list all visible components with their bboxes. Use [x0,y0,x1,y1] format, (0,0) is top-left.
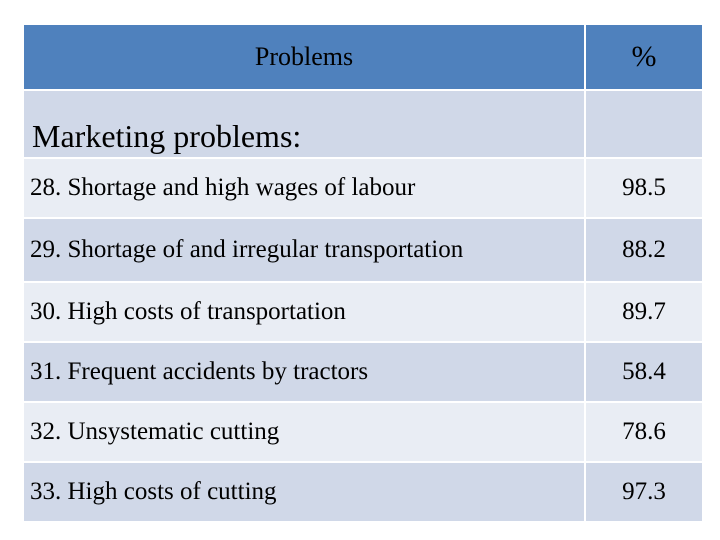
percent-cell: 98.5 [584,157,704,219]
table-row: 31. Frequent accidents by tractors 58.4 [22,341,704,403]
table-row: 29. Shortage of and irregular transporta… [22,217,704,283]
problem-cell: 31. Frequent accidents by tractors [22,341,586,403]
section-empty-cell [584,89,704,159]
problems-table: Problems % Marketing problems: 28. Short… [22,23,704,523]
problem-cell: 33. High costs of cutting [22,461,586,523]
percent-cell: 97.3 [584,461,704,523]
problem-cell: 28. Shortage and high wages of labour [22,157,586,219]
section-row: Marketing problems: [22,89,704,159]
percent-cell: 58.4 [584,341,704,403]
table-row: 32. Unsystematic cutting 78.6 [22,401,704,463]
percent-cell: 78.6 [584,401,704,463]
table-row: 33. High costs of cutting 97.3 [22,461,704,523]
header-problems: Problems [22,23,586,91]
table-row: 30. High costs of transportation 89.7 [22,281,704,343]
table-row: 28. Shortage and high wages of labour 98… [22,157,704,219]
header-row: Problems % [22,23,704,91]
percent-cell: 89.7 [584,281,704,343]
percent-cell: 88.2 [584,217,704,283]
problem-cell: 32. Unsystematic cutting [22,401,586,463]
header-percent: % [584,23,704,91]
problem-cell: 30. High costs of transportation [22,281,586,343]
section-title: Marketing problems: [22,89,586,159]
problem-cell: 29. Shortage of and irregular transporta… [22,217,586,283]
